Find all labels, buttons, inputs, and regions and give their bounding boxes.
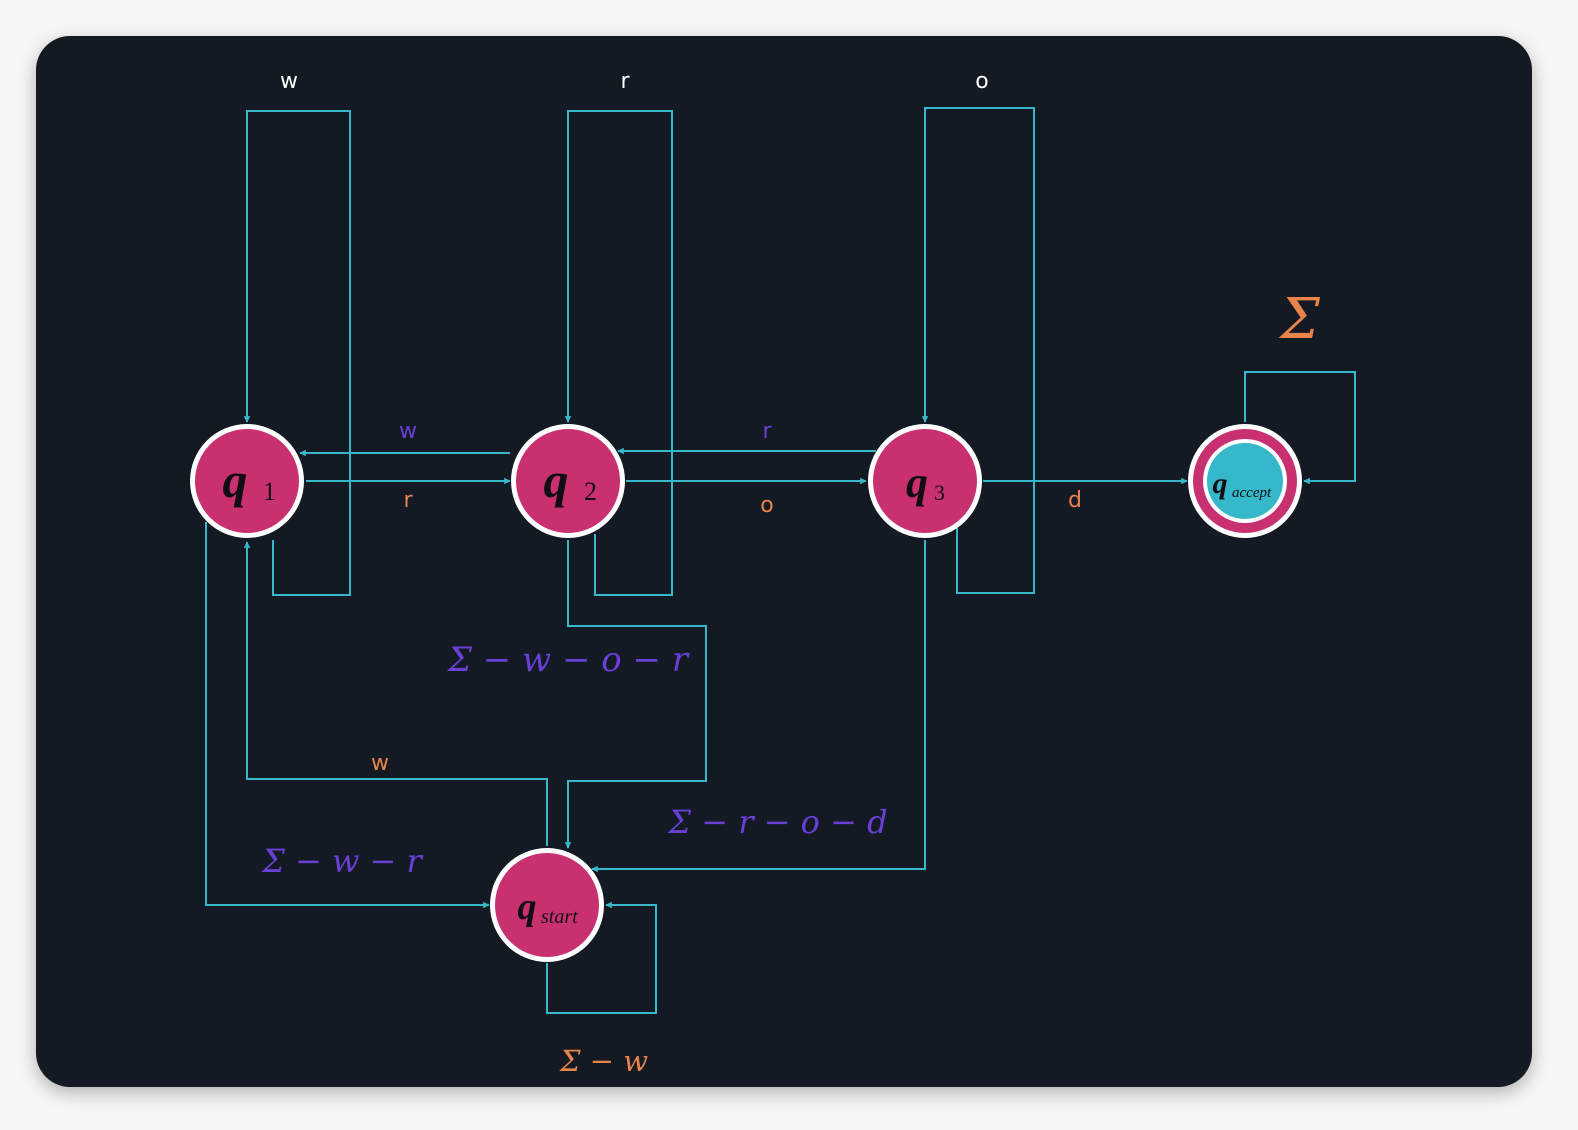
state-qstart-subscript: start [541, 906, 578, 928]
state-qstart: q start [490, 848, 604, 962]
state-q2: q 2 [511, 424, 625, 538]
q3-self-loop-edge [921, 107, 1035, 594]
state-qaccept-subscript: accept [1232, 485, 1272, 501]
start-to-q1-edge [243, 541, 548, 846]
label-q3-to-accept: d [1068, 488, 1082, 513]
label-q2-to-q3: o [760, 493, 773, 518]
state-qaccept: q accept [1188, 424, 1302, 538]
accept-self-loop-edge [1244, 371, 1356, 485]
state-q1-subscript: 1 [263, 477, 276, 506]
label-q2-self-loop: r [620, 69, 630, 94]
state-qaccept-letter: q [1213, 467, 1228, 500]
state-qstart-letter: q [518, 886, 537, 928]
label-start-self-loop: Σ − w [559, 1044, 648, 1078]
state-q3-subscript: 3 [934, 480, 945, 505]
label-q2-to-start: Σ − w − o − r [446, 640, 690, 680]
label-accept-self-loop: Σ [1278, 287, 1320, 352]
q1-self-loop-edge [243, 110, 351, 596]
state-q1: q 1 [190, 424, 304, 538]
state-q1-letter: q [223, 452, 248, 508]
state-machine-diagram: q 1 q 2 q 3 q accept q start w r o w r r… [190, 69, 1356, 1078]
q1-to-start-edge [205, 522, 490, 909]
state-q2-subscript: 2 [584, 477, 597, 506]
state-q3: q 3 [868, 424, 982, 538]
label-q3-to-start: Σ − r − o − d [667, 803, 887, 841]
label-q3-to-q2: r [762, 419, 772, 444]
label-q1-to-start: Σ − w − r [261, 842, 423, 880]
label-q2-to-q1: w [399, 419, 417, 444]
label-q1-self-loop: w [280, 69, 298, 94]
diagram-canvas: q 1 q 2 q 3 q accept q start w r o w r r… [36, 36, 1532, 1087]
state-q3-letter: q [906, 458, 928, 507]
q2-to-start-edge [564, 540, 707, 849]
state-q2-letter: q [544, 452, 569, 508]
label-start-to-q1: w [371, 751, 389, 776]
label-q1-to-q2: r [403, 488, 413, 513]
start-self-loop-edge [546, 901, 657, 1014]
q2-self-loop-edge [564, 110, 673, 596]
label-q3-self-loop: o [975, 69, 988, 94]
q3-to-start-edge [591, 540, 926, 873]
